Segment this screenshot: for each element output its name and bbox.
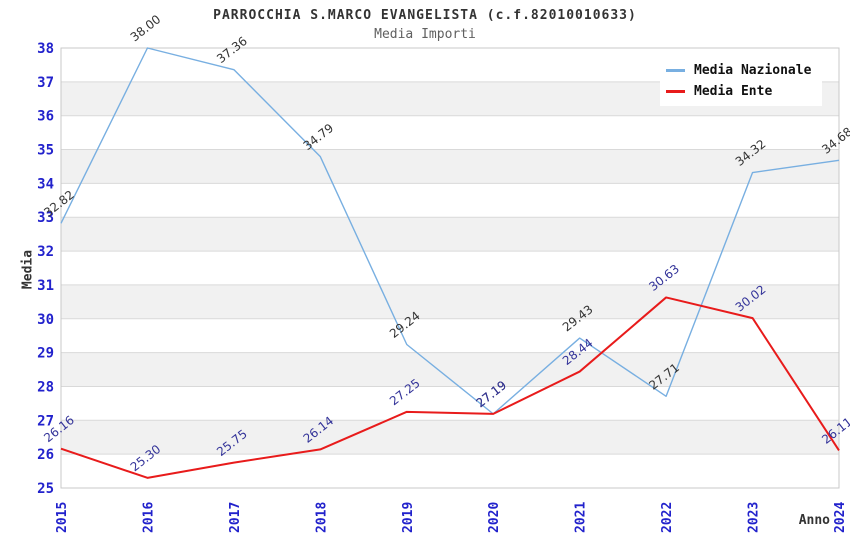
- y-tick-label: 25: [37, 481, 54, 497]
- y-tick-label: 34: [37, 176, 54, 192]
- x-tick-label: 2017: [228, 502, 243, 533]
- legend-label: Media Nazionale: [694, 63, 812, 78]
- x-tick-label: 2024: [833, 502, 848, 533]
- y-tick-label: 32: [37, 244, 54, 260]
- x-tick-label: 2019: [401, 502, 416, 533]
- x-tick-label: 2018: [314, 502, 329, 533]
- x-tick-label: 2023: [747, 502, 762, 533]
- chart-subtitle: Media Importi: [374, 27, 476, 42]
- y-tick-label: 35: [37, 143, 54, 159]
- chart-title: PARROCCHIA S.MARCO EVANGELISTA (c.f.8201…: [213, 8, 637, 23]
- legend: Media Nazionale Media Ente: [660, 56, 822, 106]
- plot-band: [61, 149, 839, 184]
- legend-item-media-nazionale: Media Nazionale: [666, 60, 822, 81]
- point-label: 34.79: [301, 121, 337, 153]
- y-axis-title: Media: [20, 249, 36, 290]
- y-tick-label: 26: [37, 447, 54, 463]
- x-tick-label: 2020: [487, 502, 502, 533]
- x-tick-label: 2016: [141, 502, 156, 533]
- line-media-nazionale: [60, 47, 840, 415]
- y-tick-label: 30: [37, 312, 54, 328]
- line-media-ente: [60, 296, 840, 479]
- legend-swatch: [666, 69, 685, 72]
- x-tick-label: 2022: [660, 502, 675, 533]
- x-tick-label: 2015: [55, 502, 70, 533]
- plot-band: [61, 284, 839, 319]
- y-tick-label: 27: [37, 413, 54, 429]
- legend-item-media-ente: Media Ente: [666, 81, 822, 102]
- axis-frame: [60, 47, 840, 489]
- y-tick-label: 33: [37, 210, 54, 226]
- point-label: 38.00: [128, 12, 164, 44]
- y-tick-label: 36: [37, 109, 54, 125]
- legend-swatch: [666, 90, 685, 93]
- plot-band: [61, 217, 839, 252]
- y-tick-label: 28: [37, 379, 54, 395]
- y-tick-label: 37: [37, 75, 54, 91]
- x-tick-label: 2021: [574, 502, 589, 533]
- y-tick-label: 29: [37, 346, 54, 362]
- point-label: 37.36: [214, 34, 250, 66]
- plot-band: [61, 352, 839, 387]
- plot-band: [61, 420, 839, 455]
- x-axis-title: Anno: [798, 513, 830, 528]
- legend-label: Media Ente: [694, 84, 773, 99]
- y-tick-label: 31: [37, 278, 54, 294]
- y-tick-label: 38: [37, 41, 54, 57]
